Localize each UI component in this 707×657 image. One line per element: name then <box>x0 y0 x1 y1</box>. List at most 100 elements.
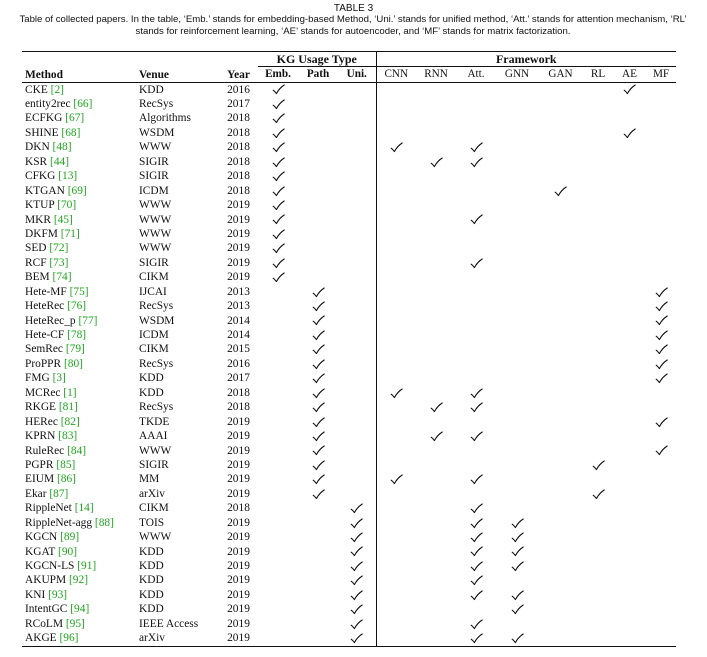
citation-link[interactable]: [87] <box>49 487 69 500</box>
fw-mf-cell <box>646 213 676 227</box>
fw-att-cell <box>456 444 496 458</box>
fw-mf-cell <box>646 242 676 256</box>
citation-link[interactable]: [75] <box>69 285 89 298</box>
year-cell: 2018 <box>227 155 250 168</box>
citation-link[interactable]: [86] <box>56 473 76 486</box>
citation-link[interactable]: [69] <box>67 184 87 197</box>
citation-link[interactable]: [14] <box>74 502 94 515</box>
citation-link[interactable]: [2] <box>50 83 64 96</box>
checkmark-icon <box>511 532 524 543</box>
venue-cell: SIGIR <box>139 170 169 183</box>
table-row: KTGAN [69] ICDM 2018 <box>22 183 676 199</box>
citation-link[interactable]: [89] <box>60 531 80 544</box>
citation-link[interactable]: [76] <box>67 300 87 313</box>
table-row: entity2rec [66] RecSys 2017 <box>22 97 676 112</box>
citation-link[interactable]: [68] <box>61 126 81 139</box>
venue-cell: KDD <box>139 560 164 573</box>
venue-cell: WWW <box>139 213 172 226</box>
fw-rnn-cell <box>416 198 456 212</box>
venue-cell: WSDM <box>139 314 175 327</box>
citation-link[interactable]: [71] <box>60 227 80 240</box>
venue-cell: RecSys <box>139 98 174 111</box>
citation-link[interactable]: [80] <box>63 357 83 370</box>
fw-gan-cell <box>538 545 583 559</box>
citation-link[interactable]: [92] <box>69 574 88 587</box>
fw-rl-cell <box>583 415 613 429</box>
citation-link[interactable]: [73] <box>49 256 69 269</box>
checkmark-icon <box>312 460 325 471</box>
header-fw-gan: GAN <box>538 66 584 83</box>
citation-link[interactable]: [70] <box>57 199 77 212</box>
year-cell: 2019 <box>227 458 250 471</box>
citation-link[interactable]: [88] <box>94 516 114 529</box>
fw-rl-cell <box>583 271 613 285</box>
checkmark-icon <box>511 546 524 557</box>
fw-rl-cell <box>583 285 613 299</box>
citation-link[interactable]: [44] <box>50 155 70 168</box>
fw-gan-cell <box>538 631 584 647</box>
fw-ae-cell <box>613 444 646 458</box>
checkmark-icon <box>350 633 363 644</box>
kg-path-cell <box>298 328 338 342</box>
year-cell: 2019 <box>227 588 250 601</box>
checkmark-icon <box>312 359 325 369</box>
fw-att-cell <box>456 487 496 501</box>
kg-path-cell <box>298 198 338 212</box>
citation-link[interactable]: [95] <box>65 617 85 630</box>
fw-cnn-cell <box>376 631 417 647</box>
kg-path-cell <box>298 429 338 443</box>
fw-rnn-cell <box>416 314 456 328</box>
fw-att-cell <box>456 603 496 617</box>
fw-ae-cell <box>613 559 646 573</box>
citation-link[interactable]: [79] <box>65 343 85 356</box>
method-name: KTGAN <box>25 184 65 197</box>
fw-rl-cell <box>583 386 613 400</box>
citation-link[interactable]: [96] <box>59 632 79 645</box>
fw-rnn-cell <box>416 141 456 155</box>
citation-link[interactable]: [45] <box>53 213 73 226</box>
checkmark-icon <box>272 243 285 254</box>
method-name: Ekar <box>25 487 47 500</box>
kg-uni-cell <box>338 313 377 329</box>
citation-link[interactable]: [78] <box>67 329 87 342</box>
citation-link[interactable]: [77] <box>78 314 98 327</box>
venue-cell: KDD <box>139 545 164 558</box>
kg-path-cell <box>298 372 338 386</box>
citation-link[interactable]: [66] <box>73 98 93 111</box>
citation-link[interactable]: [93] <box>48 588 68 601</box>
fw-cnn-cell <box>376 574 416 588</box>
fw-cnn-cell <box>376 271 416 285</box>
citation-link[interactable]: [3] <box>52 372 66 385</box>
fw-gnn-cell <box>496 328 538 342</box>
kg-emb-cell <box>258 530 298 544</box>
citation-link[interactable]: [85] <box>56 458 76 471</box>
header-fw-ae: AE <box>613 66 647 83</box>
checkmark-icon <box>470 575 483 586</box>
fw-cnn-cell <box>376 256 416 270</box>
citation-link[interactable]: [13] <box>58 170 78 183</box>
citation-link[interactable]: [82] <box>60 415 80 428</box>
kg-path-cell <box>298 386 338 400</box>
fw-rl-cell <box>583 429 613 443</box>
kg-emb-cell <box>258 271 298 285</box>
year-cell: 2018 <box>227 112 250 125</box>
citation-link[interactable]: [74] <box>52 271 72 284</box>
method-cell: IntentGC [94] <box>22 603 139 617</box>
method-name: ECFKG <box>25 112 63 125</box>
checkmark-icon <box>592 489 605 499</box>
citation-link[interactable]: [48] <box>52 141 72 154</box>
fw-gan-cell <box>538 603 583 617</box>
citation-link[interactable]: [91] <box>77 560 97 573</box>
header-fw-rnn: RNN <box>416 66 457 83</box>
citation-link[interactable]: [84] <box>67 444 87 457</box>
citation-link[interactable]: [90] <box>58 545 78 558</box>
citation-link[interactable]: [94] <box>70 603 90 616</box>
checkmark-icon <box>470 518 483 528</box>
kg-emb-cell <box>258 559 298 573</box>
citation-link[interactable]: [72] <box>49 242 69 255</box>
citation-link[interactable]: [83] <box>58 430 78 443</box>
fw-gnn-cell <box>496 574 538 588</box>
citation-link[interactable]: [81] <box>58 401 78 414</box>
citation-link[interactable]: [67] <box>65 112 85 125</box>
citation-link[interactable]: [1] <box>63 386 77 399</box>
